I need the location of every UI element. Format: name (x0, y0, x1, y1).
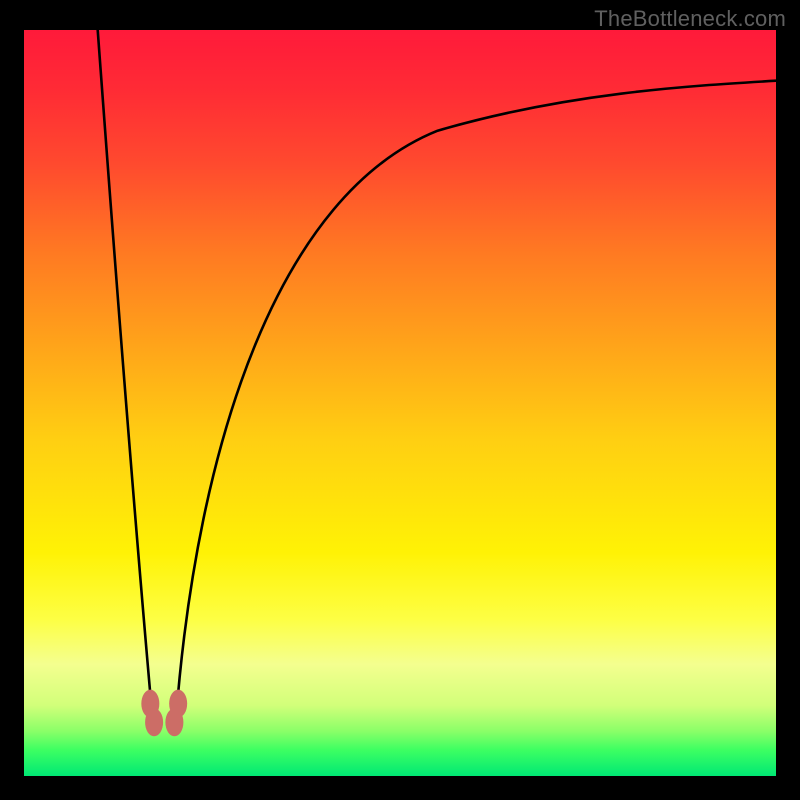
bottleneck-curve (24, 30, 776, 776)
plot-area (24, 30, 776, 776)
chart-frame: TheBottleneck.com (0, 0, 800, 800)
watermark-text: TheBottleneck.com (594, 6, 786, 32)
